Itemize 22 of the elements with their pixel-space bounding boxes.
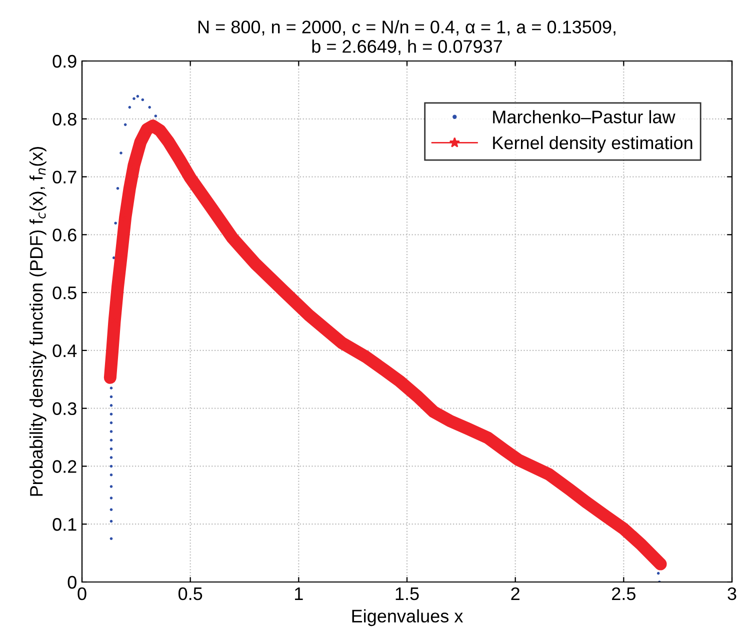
y-tick-label: 0.8	[52, 112, 76, 126]
y-tick-label: 0.4	[52, 344, 77, 358]
x-tick-label: 1	[295, 588, 303, 600]
y-tick-label: 0.6	[52, 228, 76, 242]
chart-title: N = 800, n = 2000, c = N/n = 0.4, α = 1, a = 0.13509, b = 2.6649, h = 0.07937	[198, 20, 616, 55]
x-tick-label: 1.5	[396, 588, 419, 600]
legend-label: Kernel density estimation	[493, 136, 692, 153]
y-tick-label: 0.5	[52, 286, 76, 300]
x-tick-label: 0	[78, 587, 86, 600]
y-tick-label: 0.1	[52, 518, 76, 531]
x-tick-label: 0.5	[178, 587, 202, 600]
y-tick-label: 0	[68, 576, 76, 589]
x-tick-label: 2	[511, 587, 520, 600]
x-tick-label: 2.5	[612, 587, 636, 600]
y-axis-title: Probability density function (PDF) f$_{c}$(x), f$_{n}$(x)	[30, 146, 46, 496]
y-tick-label: 0.9	[52, 54, 76, 68]
legend-label: Marchenko–Pastur law	[493, 110, 676, 124]
y-tick-label: 0.7	[52, 170, 76, 184]
x-axis-title: Eigenvalues x	[352, 609, 464, 626]
x-tick-label: 3	[728, 587, 736, 600]
y-tick-label: 0.2	[52, 460, 76, 473]
y-tick-label: 0.3	[52, 402, 76, 416]
